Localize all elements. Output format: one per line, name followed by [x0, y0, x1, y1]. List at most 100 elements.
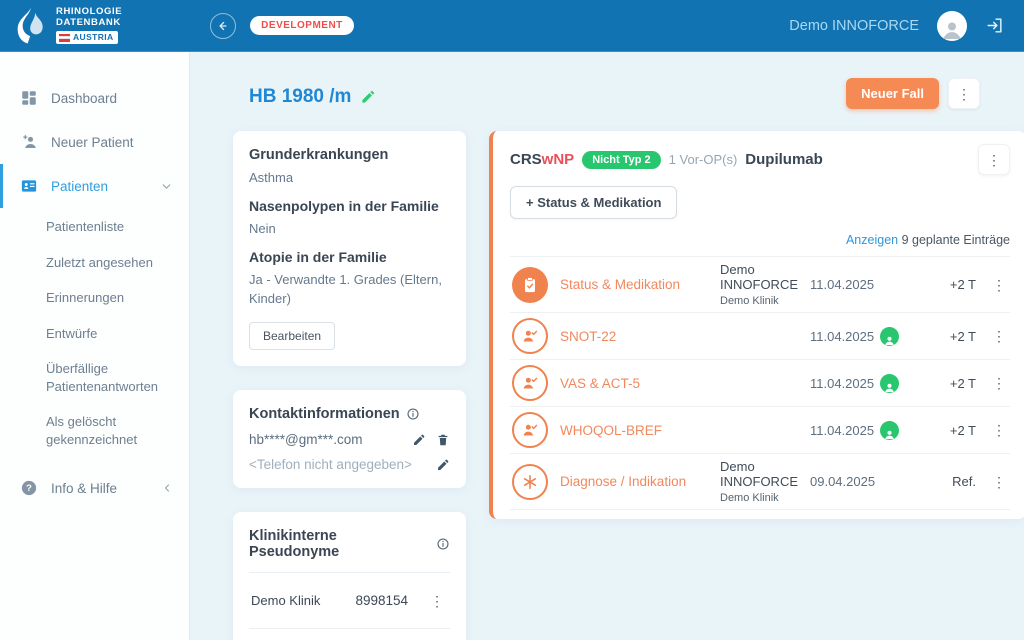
case-diagnosis: CRSwNP: [510, 151, 575, 168]
new-case-button[interactable]: Neuer Fall: [846, 78, 939, 109]
sidebar-item-erinnerungen[interactable]: Erinnerungen: [46, 290, 125, 306]
entry-clinic: Demo Klinik: [720, 492, 779, 504]
type-badge: Nicht Typ 2: [582, 150, 661, 169]
austria-flag-icon: [59, 33, 70, 42]
sidebar: Dashboard Neuer Patient Patienten Patien…: [0, 52, 190, 640]
entry-date: 11.04.2025: [810, 422, 875, 438]
sidebar-label: Dashboard: [51, 90, 118, 106]
grunderkrankungen-value: Asthma: [249, 170, 294, 185]
person-check-icon: [512, 318, 548, 354]
sidebar-item-ueberfaellige-patientenantworten[interactable]: Überfällige Patientenantworten: [46, 361, 159, 394]
arrow-left-icon: [219, 21, 227, 30]
edit-phone-button[interactable]: [436, 458, 450, 472]
entry-label[interactable]: WHOQOL-BREF: [560, 422, 663, 438]
entry-label[interactable]: Diagnose / Indikation: [560, 474, 687, 489]
entry-row-status-medikation[interactable]: Status & Medikation Demo INNOFORCE Demo …: [510, 256, 1010, 312]
entry-menu-button[interactable]: ⋮: [988, 466, 1010, 497]
app-logo[interactable]: RHINOLOGIE DATENBANK AUSTRIA: [14, 6, 122, 46]
card-title: Klinikinterne Pseudonyme: [249, 528, 340, 561]
user-name[interactable]: Demo INNOFORCE: [789, 17, 919, 34]
edit-button[interactable]: Bearbeiten: [249, 322, 336, 351]
phone-placeholder: <Telefon nicht angegeben>: [249, 457, 412, 473]
sidebar-item-neuer-patient[interactable]: Neuer Patient: [0, 120, 189, 164]
edit-email-button[interactable]: [412, 433, 426, 447]
entry-date: 11.04.2025: [810, 277, 875, 292]
entry-menu-button[interactable]: ⋮: [988, 368, 1010, 399]
sidebar-item-zuletzt-angesehen[interactable]: Zuletzt angesehen: [46, 254, 153, 270]
patient-menu-button[interactable]: ⋮: [948, 78, 980, 109]
pseudonym-menu-button[interactable]: ⋮: [426, 585, 448, 616]
main-content: HB 1980 /m Neuer Fall ⋮ Grunderkrankunge…: [190, 52, 1024, 640]
add-status-medikation-button[interactable]: + Status & Medikation: [510, 186, 678, 219]
sidebar-item-dashboard[interactable]: Dashboard: [0, 76, 189, 120]
planned-entries-text: 9 geplante Einträge: [901, 233, 1010, 247]
atopie-value: Ja - Verwandte 1. Grades (Eltern, Kinder…: [249, 271, 442, 306]
sidebar-item-patientenliste[interactable]: Patientenliste: [46, 219, 125, 234]
pencil-icon: [362, 90, 375, 103]
dashboard-grid-icon: [20, 89, 38, 107]
kontakt-card: Kontaktinformationen hb****@gm***.com: [233, 390, 466, 489]
sidebar-label: Patienten: [51, 178, 109, 194]
patient-response-icon: [880, 420, 900, 440]
logout-button[interactable]: [985, 16, 1004, 35]
user-avatar[interactable]: [937, 10, 967, 41]
chevron-down-icon: [160, 180, 173, 193]
polypen-label: Nasenpolypen in der Familie: [249, 197, 439, 214]
show-planned-link[interactable]: Anzeigen: [845, 233, 899, 247]
card-title: Grunderkrankungen: [249, 147, 389, 163]
edit-patient-button[interactable]: [360, 89, 376, 105]
preops-count: 1 Vor-OP(s): [668, 152, 738, 167]
entry-date: 09.04.2025: [810, 474, 876, 489]
entry-row-diagnose-indikation[interactable]: Diagnose / Indikation Demo INNOFORCE Dem…: [510, 453, 1010, 509]
entry-date: 11.04.2025: [810, 328, 875, 344]
sidebar-label: Info & Hilfe: [51, 480, 118, 496]
trash-icon: [438, 434, 448, 446]
back-button[interactable]: [210, 12, 237, 39]
person-check-icon: [512, 412, 548, 448]
card-title: Kontaktinformationen: [249, 406, 400, 423]
logout-icon: [987, 18, 1002, 33]
entry-menu-button[interactable]: ⋮: [988, 415, 1010, 446]
case-card-footer: [510, 509, 1010, 517]
question-circle-icon: ?: [20, 479, 38, 497]
entry-menu-button[interactable]: ⋮: [988, 269, 1010, 300]
diagnosis-suffix: wNP: [541, 151, 575, 168]
person-add-icon: [20, 133, 38, 151]
case-menu-button[interactable]: ⋮: [978, 144, 1010, 175]
entry-due: +2 T: [949, 422, 976, 438]
info-icon[interactable]: [436, 537, 450, 551]
sidebar-item-als-geloescht-gekennzeichnet[interactable]: Als gelöscht gekennzeichnet: [46, 414, 138, 447]
patient-response-icon: [880, 326, 900, 346]
page-title: HB 1980 /m: [249, 86, 352, 107]
austria-badge: AUSTRIA: [56, 31, 118, 44]
entry-due: +2 T: [949, 328, 976, 344]
sidebar-item-info-hilfe[interactable]: ? Info & Hilfe: [0, 466, 189, 510]
pseudonym-clinic: Demo Klinik: [251, 593, 321, 609]
entry-menu-button[interactable]: ⋮: [988, 321, 1010, 352]
atopie-label: Atopie in der Familie: [249, 248, 387, 265]
person-icon: [943, 22, 961, 39]
sidebar-item-patienten[interactable]: Patienten: [0, 164, 189, 208]
logo-text: RHINOLOGIE DATENBANK AUSTRIA: [56, 5, 123, 44]
environment-badge: DEVELOPMENT: [250, 16, 354, 35]
sidebar-item-entwuerfe[interactable]: Entwürfe: [46, 325, 98, 341]
entry-organization: Demo INNOFORCE: [720, 459, 798, 489]
entry-label[interactable]: Status & Medikation: [560, 277, 681, 292]
entry-row-vas-act5[interactable]: VAS & ACT-5 11.04.2025 +2 T ⋮: [510, 359, 1010, 406]
case-medication: Dupilumab: [745, 151, 823, 168]
entry-label[interactable]: SNOT-22: [560, 328, 617, 344]
nose-logo-icon: [17, 7, 43, 43]
entry-due: Ref.: [952, 474, 976, 489]
patienten-submenu: Patientenliste Zuletzt angesehen Erinner…: [0, 210, 189, 456]
entry-row-snot22[interactable]: SNOT-22 11.04.2025 +2 T ⋮: [510, 312, 1010, 359]
pencil-icon: [438, 459, 449, 470]
delete-email-button[interactable]: [436, 433, 450, 447]
clipboard-check-icon: [512, 266, 548, 303]
topbar: RHINOLOGIE DATENBANK AUSTRIA DEVELOPMENT…: [0, 0, 1024, 52]
asterisk-icon: [512, 463, 548, 500]
person-check-icon: [512, 365, 548, 401]
entry-label[interactable]: VAS & ACT-5: [560, 375, 641, 391]
entry-row-whoqol-bref[interactable]: WHOQOL-BREF 11.04.2025 +2 T ⋮: [510, 406, 1010, 453]
pencil-icon: [414, 434, 425, 445]
info-icon[interactable]: [406, 407, 420, 421]
